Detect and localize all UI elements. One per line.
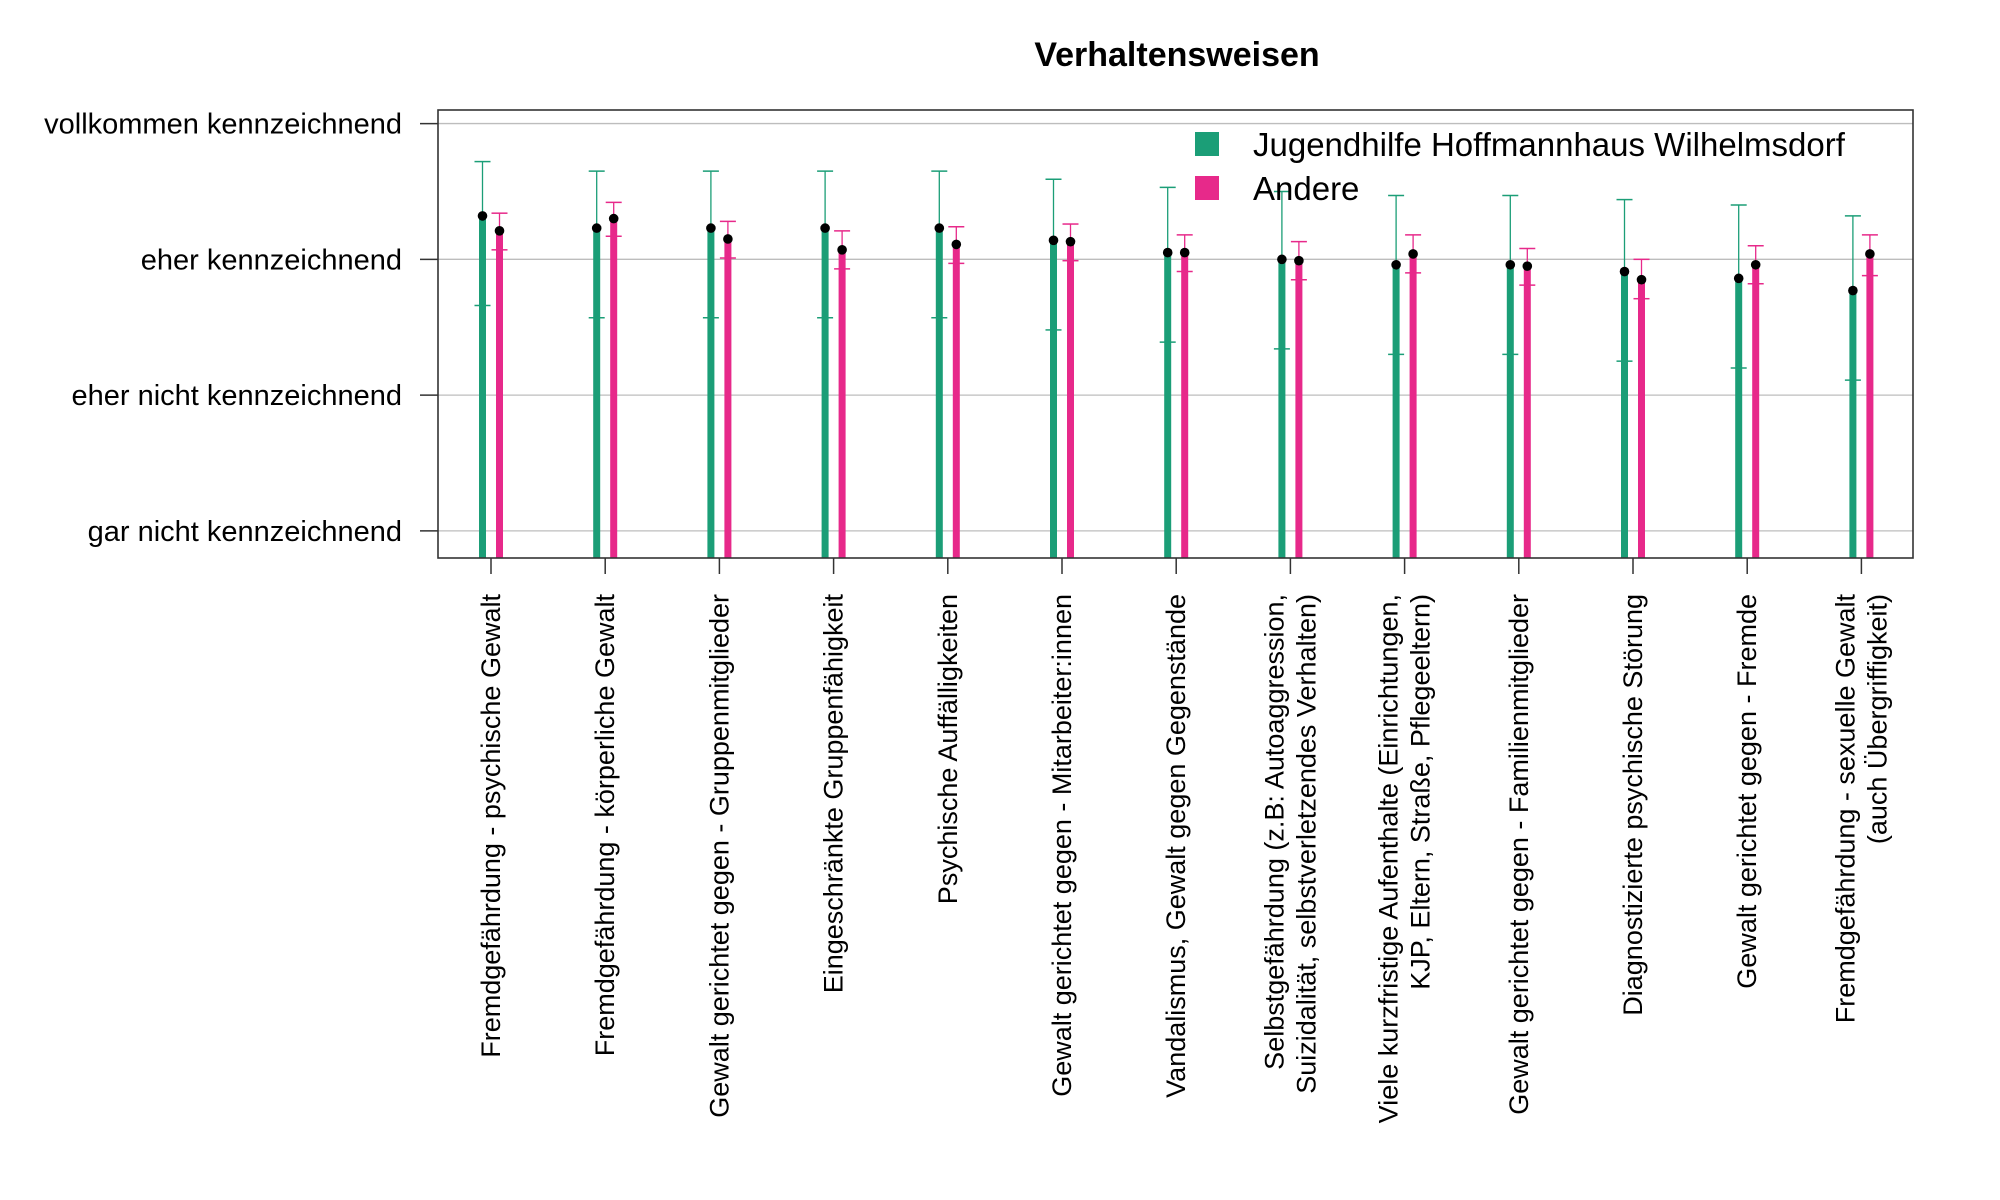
bar-0-10 xyxy=(1621,271,1628,558)
legend-label-1: Andere xyxy=(1253,170,1359,207)
x-tick-label-0-line-0: Fremdgefährdung - psychische Gewalt xyxy=(476,594,506,1058)
bar-1-5 xyxy=(1067,241,1074,558)
x-tick-label-0: Fremdgefährdung - psychische Gewalt xyxy=(476,594,506,1058)
y-tick-label-1: eher nicht kennzeichnend xyxy=(71,380,402,412)
x-tick-label-7: Selbstgefährdung (z.B: Autoaggression, Su… xyxy=(1259,594,1321,1094)
mean-point-0-6 xyxy=(1162,247,1173,258)
legend-label-0: Jugendhilfe Hoffmannhaus Wilhelmsdorf xyxy=(1253,126,1846,163)
bar-0-9 xyxy=(1506,264,1514,558)
bar-1-3 xyxy=(838,249,846,558)
x-axis: Fremdgefährdung - psychische Gewalt Fremd… xyxy=(476,558,1892,1123)
bar-0-12 xyxy=(1849,290,1857,558)
mean-point-1-4 xyxy=(951,239,962,250)
bar-0-6 xyxy=(1164,252,1172,558)
bar-1-0 xyxy=(496,230,503,558)
bar-0-4 xyxy=(935,228,943,559)
mean-point-1-3 xyxy=(837,245,847,255)
bar-0-11 xyxy=(1735,278,1743,558)
mean-point-0-0 xyxy=(477,211,488,221)
x-tick-label-10: Diagnostizierte psychische Störung xyxy=(1618,594,1648,1016)
mean-point-1-10 xyxy=(1636,274,1647,285)
mean-point-1-7 xyxy=(1294,255,1304,266)
x-tick-label-12: Fremdgefährdung - sexuelle Gewalt (auch Ü… xyxy=(1830,594,1892,1024)
mean-point-0-7 xyxy=(1277,254,1287,265)
mean-point-1-2 xyxy=(723,234,733,244)
mean-point-0-3 xyxy=(820,223,830,233)
x-tick-label-7-line-0: Selbstgefährdung (z.B: Autoaggression, xyxy=(1259,594,1289,1070)
x-tick-label-5: Gewalt gerichtet gegen - Mitarbeiter:inn… xyxy=(1047,594,1077,1097)
x-tick-label-9-line-0: Gewalt gerichtet gegen - Familienmitglie… xyxy=(1504,594,1534,1115)
mean-point-1-12 xyxy=(1865,249,1875,259)
plot-area-frame xyxy=(437,109,1914,559)
bar-1-7 xyxy=(1295,260,1303,558)
bar-1-1 xyxy=(610,218,618,558)
x-tick-label-3: Eingeschränkte Gruppenfähigkeit xyxy=(819,594,849,994)
x-tick-label-4-line-0: Psychische Auffälligkeiten xyxy=(933,594,963,904)
legend: Jugendhilfe Hoffmannhaus Wilhelmsdorf And… xyxy=(1195,126,1846,207)
mean-point-1-11 xyxy=(1750,259,1761,270)
y-axis: gar nicht kennzeichnend eher nicht kennze… xyxy=(44,109,438,548)
mean-point-1-6 xyxy=(1179,247,1190,258)
x-tick-label-9: Gewalt gerichtet gegen - Familienmitglie… xyxy=(1504,594,1534,1115)
x-tick-label-1: Fremdgefährdung - körperliche Gewalt xyxy=(590,594,620,1057)
bar-0-8 xyxy=(1392,264,1400,558)
bar-1-12 xyxy=(1866,253,1874,559)
bar-0-2 xyxy=(707,228,715,559)
x-tick-label-8-line-0: Viele kurzfristige Aufenthalte (Einricht… xyxy=(1374,594,1404,1123)
mean-point-0-5 xyxy=(1048,235,1059,246)
x-tick-label-11: Gewalt gerichtet gegen - Fremde xyxy=(1732,594,1762,989)
x-tick-label-6: Vandalismus, Gewalt gegen Gegenstände xyxy=(1161,594,1191,1098)
mean-point-0-1 xyxy=(591,223,602,233)
x-tick-label-6-line-0: Vandalismus, Gewalt gegen Gegenstände xyxy=(1161,594,1191,1098)
legend-swatch-1 xyxy=(1195,176,1219,200)
x-tick-label-7-line-1: Suizidalität, selbstverletzendes Verhalt… xyxy=(1291,594,1321,1094)
bar-1-6 xyxy=(1181,252,1189,558)
x-tick-label-12-line-0: Fremdgefährdung - sexuelle Gewalt xyxy=(1830,594,1860,1024)
mean-point-1-0 xyxy=(494,226,505,236)
mean-point-0-11 xyxy=(1733,273,1744,284)
bar-1-9 xyxy=(1523,266,1531,558)
mean-point-0-10 xyxy=(1619,266,1630,277)
mean-point-1-5 xyxy=(1065,236,1076,247)
x-tick-label-4: Psychische Auffälligkeiten xyxy=(933,594,963,904)
x-tick-label-11-line-0: Gewalt gerichtet gegen - Fremde xyxy=(1732,594,1762,989)
bar-1-4 xyxy=(952,244,960,558)
y-tick-label-0: gar nicht kennzeichnend xyxy=(88,516,402,548)
bar-0-5 xyxy=(1050,240,1057,558)
x-tick-label-12-line-1: (auch Übergriffigkeit) xyxy=(1862,594,1892,844)
bar-1-11 xyxy=(1752,264,1760,558)
grid-lines xyxy=(438,122,1913,532)
x-tick-label-3-line-0: Eingeschränkte Gruppenfähigkeit xyxy=(819,594,849,994)
bar-0-3 xyxy=(821,228,829,559)
bar-1-2 xyxy=(724,238,732,558)
bar-0-0 xyxy=(479,215,486,558)
chart-title: Verhaltensweisen xyxy=(1034,36,1319,74)
mean-point-1-8 xyxy=(1408,249,1418,259)
mean-point-1-1 xyxy=(608,213,619,224)
bar-1-10 xyxy=(1638,279,1645,558)
x-tick-label-5-line-0: Gewalt gerichtet gegen - Mitarbeiter:inn… xyxy=(1047,594,1077,1097)
x-tick-label-10-line-0: Diagnostizierte psychische Störung xyxy=(1618,594,1648,1016)
y-tick-label-2: eher kennzeichnend xyxy=(141,244,402,276)
y-tick-label-3: vollkommen kennzeichnend xyxy=(44,109,402,141)
bar-0-1 xyxy=(593,228,601,559)
mean-point-0-12 xyxy=(1848,285,1858,296)
mean-point-0-8 xyxy=(1391,259,1401,270)
bars xyxy=(474,160,1878,559)
legend-swatch-0 xyxy=(1195,132,1219,156)
x-tick-label-2-line-0: Gewalt gerichtet gegen - Gruppenmitglied… xyxy=(704,594,734,1118)
mean-point-0-4 xyxy=(934,223,945,233)
mean-point-0-2 xyxy=(706,223,716,233)
x-tick-label-2: Gewalt gerichtet gegen - Gruppenmitglied… xyxy=(704,594,734,1118)
x-tick-label-8: Viele kurzfristige Aufenthalte (Einricht… xyxy=(1374,594,1436,1123)
mean-point-0-9 xyxy=(1505,259,1516,270)
bar-0-7 xyxy=(1278,259,1286,558)
bar-1-8 xyxy=(1409,253,1417,559)
x-tick-label-1-line-0: Fremdgefährdung - körperliche Gewalt xyxy=(590,594,620,1057)
mean-point-1-9 xyxy=(1522,261,1533,271)
x-tick-label-8-line-1: KJP, Eltern, Straße, Pflegeeltern) xyxy=(1406,594,1436,990)
